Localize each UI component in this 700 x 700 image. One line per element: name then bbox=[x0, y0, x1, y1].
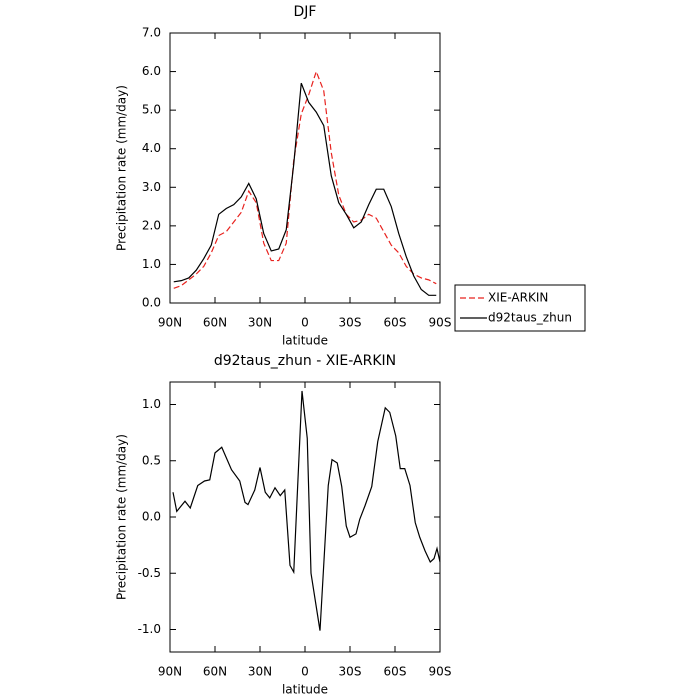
chart-title: DJF bbox=[294, 4, 317, 20]
legend-label: XIE-ARKIN bbox=[488, 291, 548, 305]
y-axis-label: Precipitation rate (mm/day) bbox=[115, 434, 129, 600]
x-tick-label: 90S bbox=[429, 665, 452, 679]
x-tick-label: 90N bbox=[158, 665, 182, 679]
data-line bbox=[173, 69, 437, 289]
y-tick-label: 6.0 bbox=[142, 64, 161, 78]
y-tick-label: 5.0 bbox=[142, 103, 161, 117]
x-tick-label: 60S bbox=[384, 316, 407, 330]
y-tick-label: 7.0 bbox=[142, 26, 161, 40]
y-tick-label: 1.0 bbox=[142, 257, 161, 271]
x-tick-label: 0 bbox=[301, 316, 309, 330]
chart-title: d92taus_zhun - XIE-ARKIN bbox=[214, 353, 396, 369]
x-tick-label: 60S bbox=[384, 665, 407, 679]
y-tick-label: 2.0 bbox=[142, 218, 161, 232]
y-tick-label: -0.5 bbox=[138, 566, 161, 580]
x-tick-label: 90S bbox=[429, 316, 452, 330]
x-axis-label: latitude bbox=[282, 683, 328, 697]
y-tick-label: 0.5 bbox=[142, 453, 161, 467]
x-tick-label: 30N bbox=[248, 665, 272, 679]
legend-label: d92taus_zhun bbox=[488, 311, 572, 325]
y-tick-label: 0.0 bbox=[142, 510, 161, 524]
legend-box bbox=[454, 284, 586, 332]
y-tick-label: 4.0 bbox=[142, 141, 161, 155]
y-tick-label: 1.0 bbox=[142, 397, 161, 411]
x-tick-label: 90N bbox=[158, 316, 182, 330]
plot-frame bbox=[169, 381, 441, 653]
y-tick-label: 0.0 bbox=[142, 296, 161, 310]
y-axis-label: Precipitation rate (mm/day) bbox=[115, 85, 129, 251]
plot-frame bbox=[169, 32, 441, 304]
x-tick-label: 60N bbox=[203, 316, 227, 330]
x-tick-label: 0 bbox=[301, 665, 309, 679]
x-axis-label: latitude bbox=[282, 334, 328, 348]
x-tick-label: 30S bbox=[339, 665, 362, 679]
data-line bbox=[172, 390, 441, 631]
data-line bbox=[173, 82, 437, 296]
y-tick-label: 3.0 bbox=[142, 180, 161, 194]
x-tick-label: 60N bbox=[203, 665, 227, 679]
y-tick-label: -1.0 bbox=[138, 622, 161, 636]
x-tick-label: 30S bbox=[339, 316, 362, 330]
x-tick-label: 30N bbox=[248, 316, 272, 330]
